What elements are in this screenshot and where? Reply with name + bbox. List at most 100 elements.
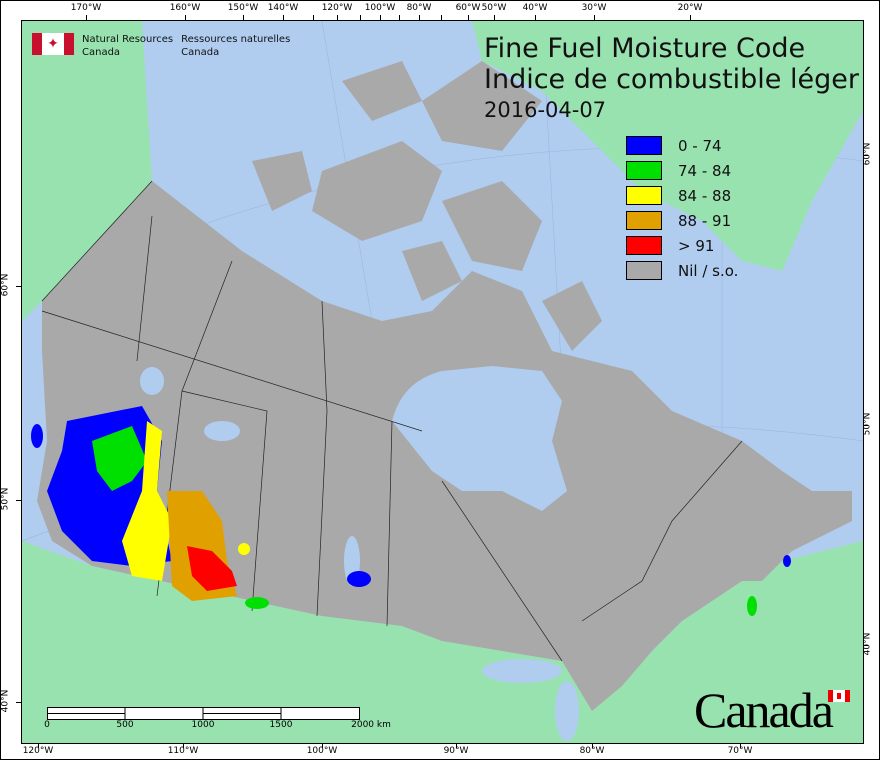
axis-tick xyxy=(243,15,244,20)
axis-label: 80°W xyxy=(406,3,432,13)
axis-label: 80°W xyxy=(579,746,605,756)
org-en-line2: Canada xyxy=(82,47,121,58)
legend: 0 - 74 74 - 84 84 - 88 88 - 91 > 91 Nil / s.o… xyxy=(626,133,738,283)
axis-tick xyxy=(313,15,314,20)
nrcan-signature: ✦ Natural Resources Canada Ressources na… xyxy=(32,33,290,59)
ffmc-0-74 xyxy=(31,424,43,448)
axis-tick xyxy=(535,15,536,20)
legend-swatch xyxy=(626,136,662,155)
axis-label: 50°W xyxy=(481,3,507,13)
ffmc-84-88 xyxy=(238,543,250,555)
axis-label: 30°W xyxy=(581,3,607,13)
org-fr-line2: Canada xyxy=(181,47,220,58)
legend-item: > 91 xyxy=(626,233,738,258)
map-svg xyxy=(22,21,863,743)
hudson-bay xyxy=(392,366,567,511)
province-boundaries xyxy=(41,180,743,662)
legend-item: 88 - 91 xyxy=(626,208,738,233)
scale-bar: 0 500 1000 1500 2000 km xyxy=(44,706,391,730)
axis-tick xyxy=(380,15,381,20)
arctic-islands xyxy=(252,61,602,351)
legend-swatch xyxy=(626,211,662,230)
scale-label: 500 xyxy=(116,720,134,730)
axis-tick xyxy=(183,743,184,748)
legend-label: 88 - 91 xyxy=(678,211,732,230)
scale-bar-graphic xyxy=(47,707,360,720)
axis-tick xyxy=(322,743,323,748)
legend-label: Nil / s.o. xyxy=(678,261,739,280)
axis-tick xyxy=(468,15,469,20)
axis-label: 120°W xyxy=(321,3,353,13)
axis-tick xyxy=(38,743,39,748)
axis-tick xyxy=(283,15,284,20)
axis-tick xyxy=(592,743,593,748)
ffmc-74-84 xyxy=(747,596,757,616)
axis-label: 110°W xyxy=(167,746,199,756)
legend-label: 0 - 74 xyxy=(678,136,722,155)
legend-label: > 91 xyxy=(678,236,715,255)
axis-tick xyxy=(441,15,442,20)
axis-label: 60°W xyxy=(455,3,481,13)
canada-flag-icon: ✦ xyxy=(32,33,74,55)
ffmc-over-91 xyxy=(187,546,237,591)
axis-label: 100°W xyxy=(306,746,338,756)
axis-tick xyxy=(456,743,457,748)
axis-tick xyxy=(185,15,186,20)
scale-label: 2000 km xyxy=(351,720,391,730)
axis-tick xyxy=(337,15,338,20)
map-canvas: ✦ Natural Resources Canada Ressources na… xyxy=(21,20,864,744)
legend-swatch xyxy=(626,186,662,205)
axis-label: 160°W xyxy=(169,3,201,13)
ffmc-0-74 xyxy=(783,555,791,567)
axis-tick xyxy=(419,15,420,20)
axis-tick xyxy=(494,15,495,20)
axis-tick xyxy=(399,15,400,20)
axis-label: 120°W xyxy=(22,746,54,756)
wordmark-flag-icon xyxy=(828,690,850,702)
scale-label: 0 xyxy=(44,720,50,730)
map-date: 2016-04-07 xyxy=(484,98,607,122)
axis-label: 150°W xyxy=(227,3,259,13)
axis-label: 50°N xyxy=(0,487,11,511)
legend-swatch xyxy=(626,161,662,180)
ffmc-74-84 xyxy=(245,597,269,609)
scale-label: 1000 xyxy=(191,720,215,730)
axis-tick xyxy=(863,155,868,156)
usa-land xyxy=(22,541,863,743)
axis-tick xyxy=(863,645,868,646)
legend-item: 84 - 88 xyxy=(626,183,738,208)
greenland-land xyxy=(472,21,863,271)
axis-tick xyxy=(16,500,21,501)
axis-tick xyxy=(863,425,868,426)
axis-label: 140°W xyxy=(267,3,299,13)
axis-label: 40°N xyxy=(0,689,11,713)
ffmc-patches xyxy=(31,406,791,616)
axis-tick xyxy=(16,702,21,703)
axis-label: 40°W xyxy=(522,3,548,13)
axis-label: 60°N xyxy=(0,273,11,297)
legend-swatch xyxy=(626,236,662,255)
axis-tick xyxy=(740,743,741,748)
axis-tick xyxy=(360,15,361,20)
ffmc-0-74 xyxy=(347,571,371,587)
legend-item: 0 - 74 xyxy=(626,133,738,158)
map-title: Fine Fuel Moisture Code Indice de combus… xyxy=(484,33,859,125)
axis-label: 20°W xyxy=(677,3,703,13)
ffmc-74-84 xyxy=(92,426,147,491)
scale-label: 1500 xyxy=(269,720,293,730)
org-en-line1: Natural Resources xyxy=(82,34,174,45)
legend-item: Nil / s.o. xyxy=(626,258,738,283)
ffmc-84-88 xyxy=(122,421,172,581)
title-fr: Indice de combustible léger xyxy=(484,64,859,95)
axis-label: 90°W xyxy=(443,746,469,756)
canada-wordmark: Canada xyxy=(694,682,834,738)
legend-item: 74 - 84 xyxy=(626,158,738,183)
axis-tick xyxy=(594,15,595,20)
axis-label: 170°W xyxy=(70,3,102,13)
axis-tick xyxy=(690,15,691,20)
axis-label: 100°W xyxy=(364,3,396,13)
legend-swatch xyxy=(626,261,662,280)
legend-label: 84 - 88 xyxy=(678,186,732,205)
legend-label: 74 - 84 xyxy=(678,161,732,180)
axis-label: 70°W xyxy=(727,746,753,756)
